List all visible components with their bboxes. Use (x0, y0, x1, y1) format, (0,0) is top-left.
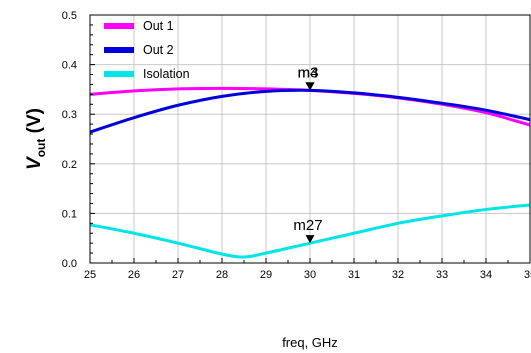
y-axis-label: Vout (V) (24, 108, 48, 170)
x-tick-label: 31 (348, 269, 360, 281)
x-tick-label: 29 (260, 269, 272, 281)
series-line-isolation (89, 203, 531, 259)
x-tick-label: 34 (480, 269, 492, 281)
marker-m27-label: m27 (293, 217, 322, 234)
y-tick-label: 0.1 (62, 208, 77, 220)
y-tick-label: 0.4 (62, 60, 77, 72)
x-tick-label: 30 (304, 269, 316, 281)
y-axis-label-subscript: out (34, 139, 48, 158)
legend: Out 1 Out 2 Isolation (104, 19, 190, 81)
x-tick-label: 35 (524, 269, 531, 281)
x-axis-label: freq, GHz (282, 335, 338, 350)
axis-ticks: 25 26 27 28 29 30 31 32 33 34 35 0.0 0.1 0.2 0.3 0.4 0.5 (62, 10, 531, 281)
marker-m3-label: m3 (298, 64, 319, 81)
legend-label-isolation: Isolation (143, 67, 190, 81)
legend-label-out-2: Out 2 (143, 43, 174, 57)
y-tick-label: 0.0 (62, 258, 77, 270)
legend-swatch-out-1 (104, 23, 134, 29)
legend-swatch-isolation (104, 71, 134, 77)
marker-m27-triangle (305, 235, 315, 244)
x-tick-label: 25 (84, 269, 96, 281)
y-tick-label: 0.5 (62, 10, 77, 22)
x-tick-label: 27 (172, 269, 184, 281)
y-tick-label: 0.3 (62, 109, 77, 121)
x-tick-label: 26 (128, 269, 140, 281)
legend-label-out-1: Out 1 (143, 19, 174, 33)
y-axis-label-unit: (V) (24, 108, 45, 139)
x-tick-label: 33 (436, 269, 448, 281)
legend-swatch-out-2 (104, 47, 134, 53)
y-tick-label: 0.2 (62, 159, 77, 171)
y-axis-label-main: V (24, 156, 45, 170)
x-tick-label: 32 (392, 269, 404, 281)
marker-m3-triangle (305, 82, 315, 91)
marker-m4-label: m4 (298, 64, 319, 81)
x-tick-label: 28 (216, 269, 228, 281)
